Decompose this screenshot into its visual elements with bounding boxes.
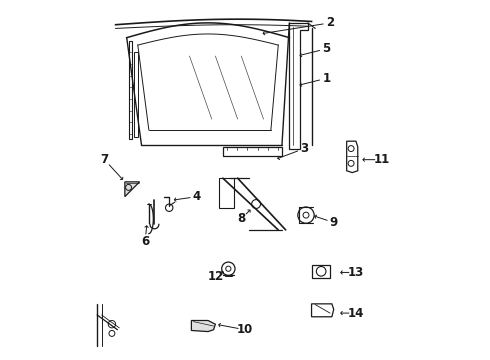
Text: 14: 14 — [348, 307, 364, 320]
Text: 13: 13 — [348, 266, 364, 279]
Polygon shape — [125, 182, 140, 197]
Polygon shape — [192, 320, 216, 332]
Bar — [219, 178, 234, 208]
Text: 7: 7 — [100, 153, 109, 166]
Text: 9: 9 — [330, 216, 338, 229]
Text: 8: 8 — [237, 212, 245, 225]
Text: 10: 10 — [237, 323, 253, 336]
Text: 5: 5 — [322, 42, 330, 55]
Text: 4: 4 — [193, 190, 201, 203]
Text: 2: 2 — [326, 16, 334, 30]
Text: 12: 12 — [207, 270, 223, 283]
Text: 3: 3 — [300, 142, 308, 155]
Text: 6: 6 — [141, 234, 149, 248]
Text: 1: 1 — [322, 72, 330, 85]
Text: 11: 11 — [374, 153, 390, 166]
